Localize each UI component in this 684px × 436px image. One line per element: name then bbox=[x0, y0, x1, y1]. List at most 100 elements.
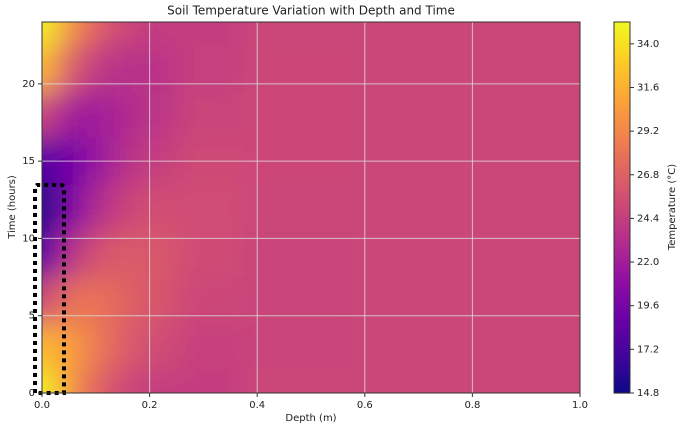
colorbar-swatch bbox=[614, 114, 630, 119]
contour-cell bbox=[243, 91, 352, 139]
y-tick-label: 0 bbox=[29, 388, 35, 399]
chart-title: Soil Temperature Variation with Depth an… bbox=[167, 4, 455, 18]
contour-cell bbox=[82, 22, 110, 46]
colorbar-tick-label: 34.0 bbox=[637, 39, 659, 50]
colorbar-swatch bbox=[614, 377, 630, 382]
colorbar-swatch bbox=[614, 352, 630, 357]
colorbar-swatch bbox=[614, 226, 630, 230]
colorbar-swatch bbox=[614, 185, 630, 190]
colorbar-swatch bbox=[614, 176, 630, 181]
colorbar-tick-label: 17.2 bbox=[637, 344, 659, 355]
contour-cell bbox=[351, 369, 500, 393]
colorbar-swatch bbox=[614, 232, 630, 236]
contour-cell bbox=[243, 22, 352, 46]
contour-cell bbox=[42, 323, 56, 371]
contour-cell bbox=[55, 22, 83, 46]
contour-cell bbox=[176, 22, 245, 46]
colorbar-swatch bbox=[614, 195, 630, 199]
colorbar-swatch bbox=[614, 142, 630, 147]
colorbar-swatch bbox=[614, 77, 630, 82]
colorbar-swatch bbox=[614, 164, 630, 168]
contour-cell bbox=[82, 277, 110, 324]
colorbar-swatch bbox=[614, 303, 630, 308]
contour-cell bbox=[176, 230, 245, 278]
colorbar-swatch bbox=[614, 247, 630, 252]
contour-cell bbox=[42, 45, 56, 93]
colorbar-swatch bbox=[614, 318, 630, 323]
colorbar-swatch bbox=[614, 355, 630, 360]
contour-cell bbox=[136, 22, 177, 46]
colorbar-swatch bbox=[614, 365, 630, 369]
colorbar-swatch bbox=[614, 278, 630, 283]
contour-cell bbox=[42, 91, 56, 139]
y-axis-label: Time (hours) bbox=[7, 175, 18, 240]
colorbar-swatch bbox=[614, 68, 630, 73]
colorbar-swatch bbox=[614, 250, 630, 255]
colorbar-swatch bbox=[614, 173, 630, 178]
colorbar-swatch bbox=[614, 272, 630, 277]
colorbar-swatch bbox=[614, 108, 630, 113]
colorbar-swatch bbox=[614, 294, 630, 298]
colorbar-swatch bbox=[614, 71, 630, 76]
contour-cell bbox=[82, 230, 110, 278]
colorbar-swatch bbox=[614, 96, 630, 100]
contour-cell bbox=[499, 323, 580, 371]
colorbar-swatch bbox=[614, 216, 630, 221]
contour-fill bbox=[42, 22, 580, 393]
contour-cell bbox=[109, 369, 137, 393]
colorbar-swatch bbox=[614, 80, 630, 85]
contour-cell bbox=[136, 230, 177, 278]
contour-cell bbox=[351, 323, 500, 371]
contour-cell bbox=[351, 184, 500, 232]
contour-cell bbox=[499, 91, 580, 139]
colorbar-swatch bbox=[614, 179, 630, 184]
colorbar-swatch bbox=[614, 321, 630, 326]
colorbar-swatch bbox=[614, 380, 630, 385]
colorbar-swatch bbox=[614, 281, 630, 286]
colorbar-swatch bbox=[614, 117, 630, 122]
colorbar-swatch bbox=[614, 222, 630, 227]
contour-cell bbox=[176, 369, 245, 393]
colorbar-swatch bbox=[614, 204, 630, 209]
contour-cell bbox=[243, 230, 352, 278]
colorbar-swatch bbox=[614, 349, 630, 354]
colorbar-swatch bbox=[614, 158, 630, 162]
x-tick-label: 0.0 bbox=[34, 400, 50, 411]
contour-cell bbox=[176, 45, 245, 93]
contour-cell bbox=[499, 45, 580, 93]
colorbar-swatch bbox=[614, 182, 630, 187]
contour-cell bbox=[351, 22, 500, 46]
colorbar-swatch bbox=[614, 269, 630, 274]
contour-cell bbox=[109, 184, 137, 232]
colorbar-swatch bbox=[614, 59, 630, 63]
colorbar-swatch bbox=[614, 346, 630, 351]
colorbar-swatch bbox=[614, 34, 630, 39]
colorbar-swatch bbox=[614, 309, 630, 314]
colorbar-frame bbox=[613, 21, 631, 394]
contour-cell bbox=[499, 230, 580, 278]
contour-cell bbox=[176, 277, 245, 324]
colorbar-swatch bbox=[614, 362, 630, 366]
contour-cell bbox=[109, 277, 137, 324]
contour-cell bbox=[109, 230, 137, 278]
contour-cell bbox=[136, 277, 177, 324]
colorbar-swatch bbox=[614, 37, 630, 42]
colorbar-swatch bbox=[614, 238, 630, 243]
colorbar-swatch bbox=[614, 207, 630, 212]
plot-frame bbox=[41, 21, 581, 394]
colorbar-tick-label: 14.8 bbox=[637, 388, 659, 399]
contour-cell bbox=[351, 91, 500, 139]
colorbar-swatch bbox=[614, 74, 630, 79]
colorbar-swatch bbox=[614, 83, 630, 88]
colorbar-tick-label: 22.0 bbox=[637, 257, 659, 268]
y-tick-label: 5 bbox=[29, 311, 35, 322]
colorbar-swatch bbox=[614, 334, 630, 338]
colorbar-swatch bbox=[614, 201, 630, 206]
colorbar-swatch bbox=[614, 263, 630, 267]
colorbar-swatch bbox=[614, 136, 630, 141]
contour-cell bbox=[109, 22, 137, 46]
contour-cell bbox=[42, 184, 56, 232]
colorbar-swatch bbox=[614, 383, 630, 388]
contour-cell bbox=[82, 91, 110, 139]
colorbar-swatch bbox=[614, 102, 630, 107]
